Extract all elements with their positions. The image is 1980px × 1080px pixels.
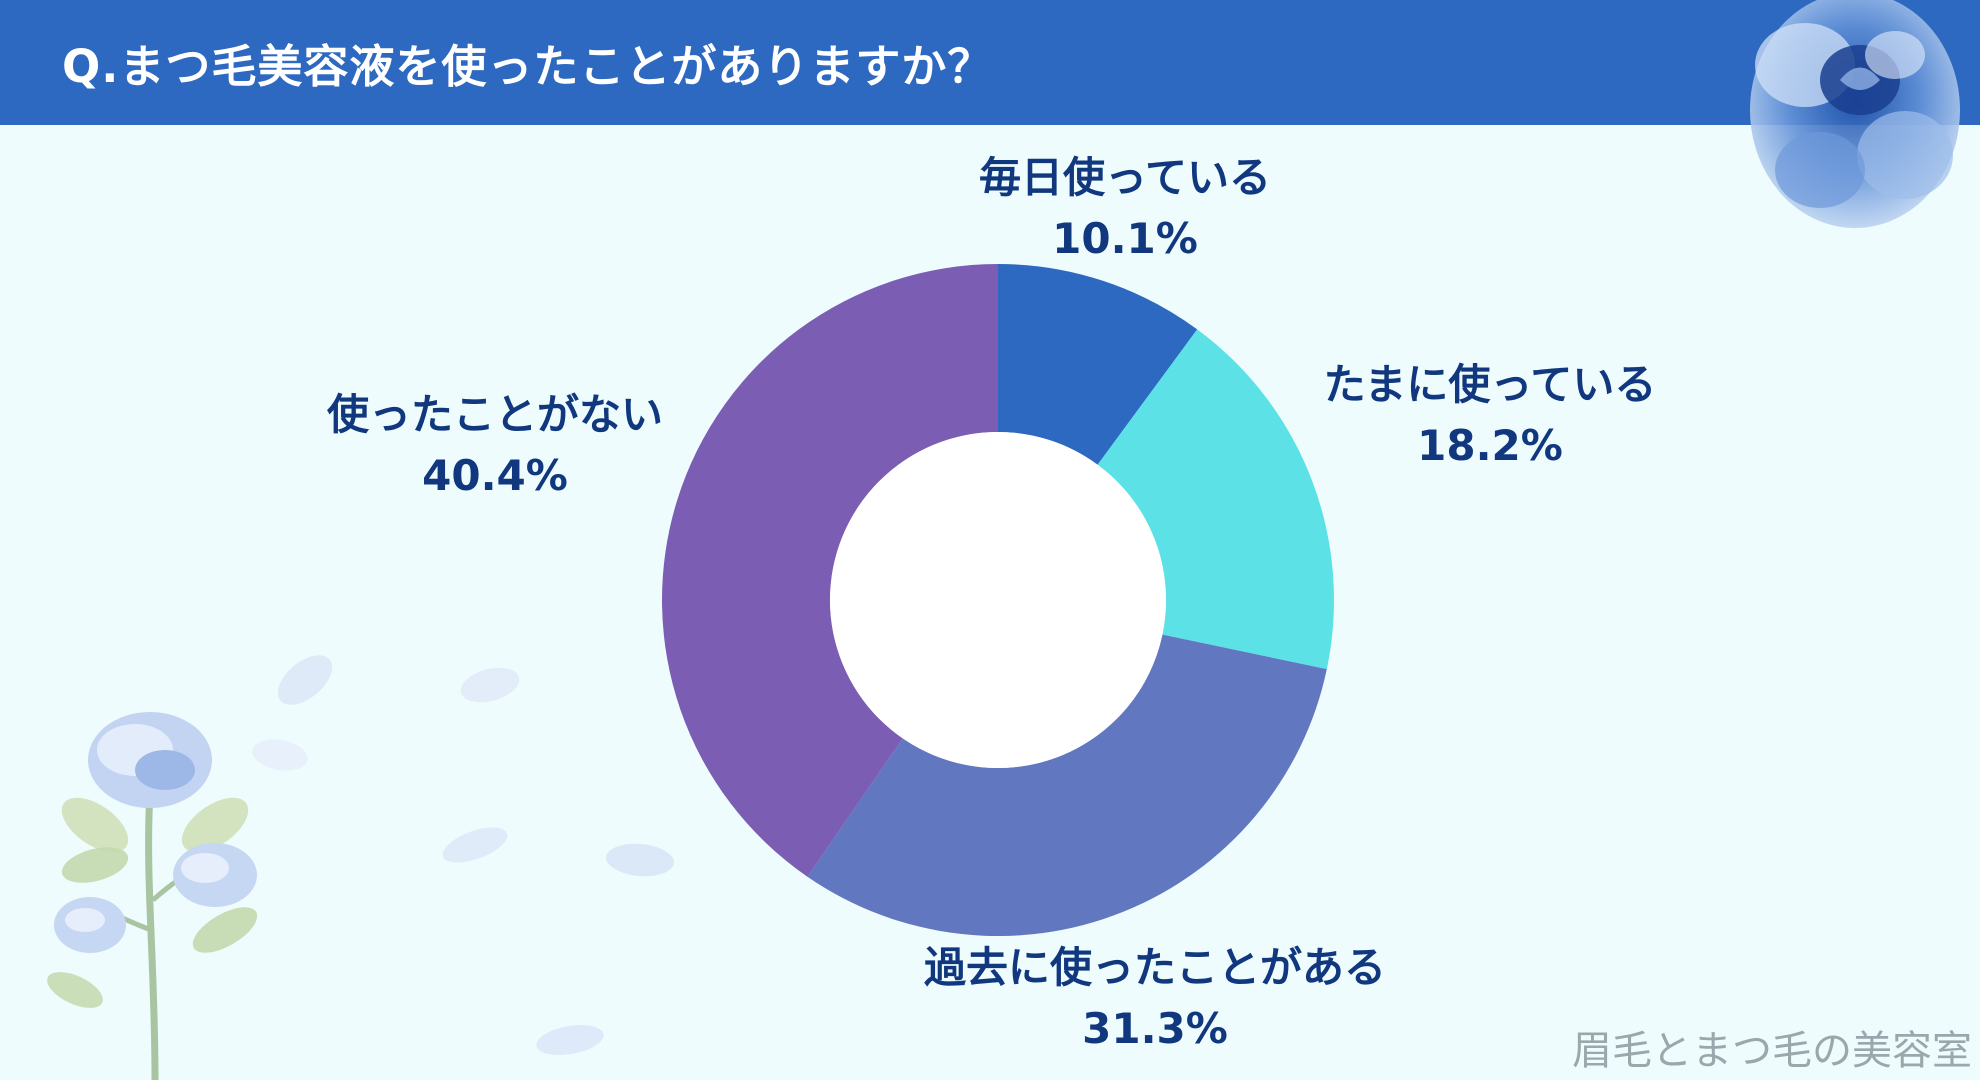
petal-icon (252, 655, 674, 1055)
slice-label-name: 毎日使っている (979, 153, 1271, 202)
slice-label-name: 使ったことがない (326, 390, 664, 439)
slice-label-value: 18.2% (1417, 420, 1563, 470)
slice-label-2: たまに使っている 18.2% (1324, 355, 1657, 477)
slice-label-3: 過去に使ったことがある 31.3% (924, 938, 1386, 1060)
donut-slice-4 (661, 264, 998, 877)
page-title: Q.まつ毛美容液を使ったことがありますか？ (62, 40, 994, 93)
donut-slice-1 (998, 264, 1198, 465)
slice-label-value: 40.4% (422, 450, 568, 500)
header-bar: Q.まつ毛美容液を使ったことがありますか？ (0, 0, 1980, 125)
slice-label-value: 10.1% (1052, 213, 1198, 263)
slice-label-name: たまに使っている (1323, 360, 1657, 409)
donut-slice-3 (807, 634, 1327, 936)
donut-slice-2 (1097, 329, 1334, 670)
slice-label-4: 使ったことがない 40.4% (327, 385, 663, 507)
slice-label-1: 毎日使っている 10.1% (979, 148, 1271, 270)
blue-rose-icon (1750, 0, 1960, 228)
slice-label-name: 過去に使ったことがある (923, 943, 1387, 992)
donut-hole (830, 432, 1166, 768)
blue-rose-stem-icon (47, 712, 258, 1080)
slice-label-value: 31.3% (1082, 1003, 1228, 1053)
watermark: 眉毛とまつ毛の美容室 (1572, 1028, 1972, 1074)
